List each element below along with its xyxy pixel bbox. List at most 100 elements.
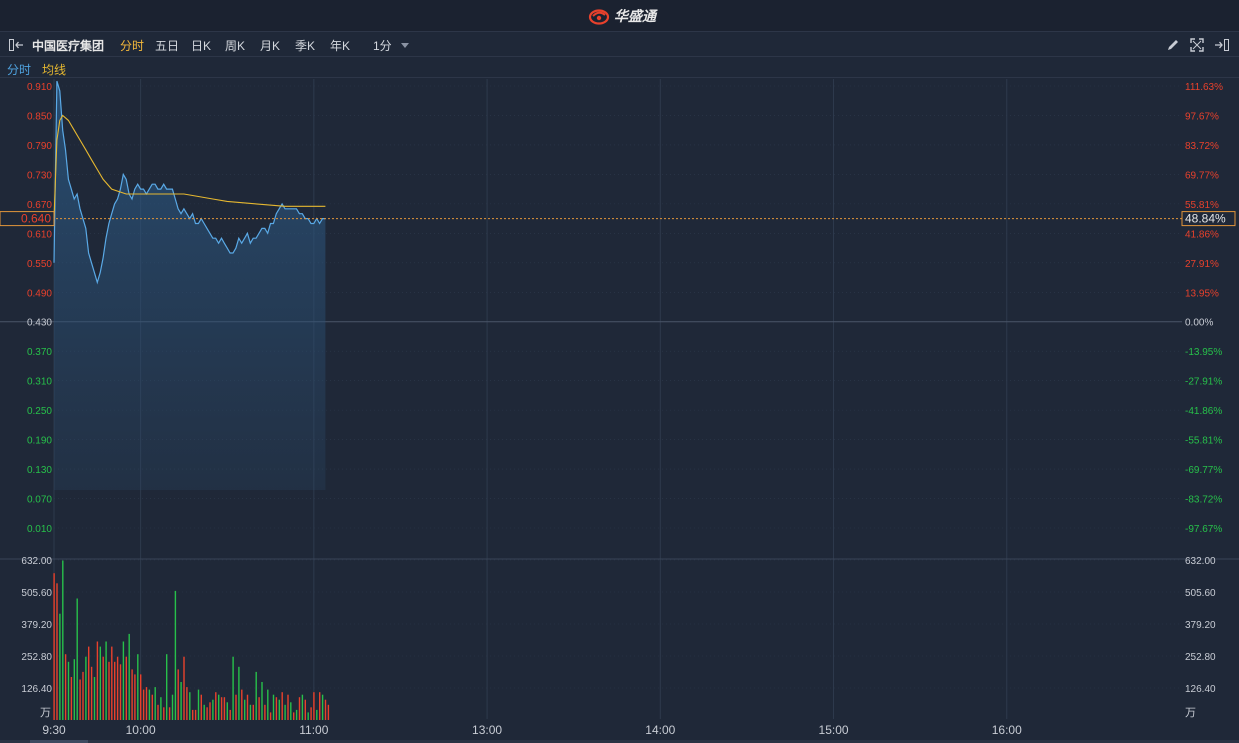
price-tick-label: 0.550	[27, 259, 52, 270]
volume-bar	[174, 590, 177, 720]
price-tick-label: 0.370	[27, 347, 52, 358]
volume-bar	[85, 656, 87, 720]
volume-bar	[249, 704, 252, 720]
volume-bar	[166, 654, 168, 720]
toolbar: 中国医疗集团 分时 五日 日K 周K 月K 季K 年K 1分	[0, 33, 1239, 57]
pct-tick-label: 83.72%	[1185, 141, 1219, 152]
collapse-left-icon[interactable]	[9, 39, 25, 51]
price-tick-label: 0.610	[27, 229, 52, 240]
volume-tick-label: 126.40	[21, 684, 52, 695]
volume-bar	[125, 656, 127, 720]
volume-bar	[203, 704, 205, 720]
tab-weekly-k[interactable]: 周K	[225, 39, 246, 53]
scroll-thumb[interactable]	[30, 740, 88, 743]
time-scrollbar[interactable]	[0, 740, 1239, 743]
tab-quarterly-k[interactable]: 季K	[295, 39, 316, 53]
time-tick-label: 15:00	[819, 723, 849, 737]
volume-tick-label: 379.20	[21, 620, 52, 631]
caret-down-icon[interactable]	[401, 43, 409, 48]
pencil-icon[interactable]	[1166, 38, 1180, 52]
volume-bar	[301, 694, 304, 720]
volume-bar	[93, 677, 96, 720]
volume-bar	[131, 669, 133, 720]
volume-bar	[76, 598, 78, 720]
volume-bar	[163, 707, 165, 720]
volume-bar	[116, 656, 119, 720]
volume-bar	[278, 699, 280, 720]
volume-bar	[73, 659, 75, 720]
tab-daily-k[interactable]: 日K	[191, 39, 212, 53]
volume-bar	[105, 641, 107, 720]
time-tick-label: 13:00	[472, 723, 502, 737]
volume-bar	[189, 692, 191, 720]
last-price-label: 0.640	[21, 212, 51, 226]
tab-yearly-k[interactable]: 年K	[330, 39, 351, 53]
collapse-right-icon[interactable]	[1213, 39, 1229, 51]
volume-bar	[62, 560, 64, 720]
pct-tick-label: 97.67%	[1185, 111, 1219, 122]
volume-bar	[111, 646, 113, 720]
volume-bar	[246, 694, 249, 720]
volume-bar	[313, 692, 315, 720]
volume-bar	[137, 654, 139, 720]
volume-tick-label: 252.80	[1185, 652, 1216, 663]
swirl-logo-icon	[588, 9, 610, 25]
volume-bar	[252, 704, 254, 720]
volume-bar	[128, 633, 130, 720]
volume-bar	[99, 646, 101, 720]
volume-bar	[269, 712, 272, 720]
time-tick-label: 14:00	[645, 723, 675, 737]
volume-bar	[220, 697, 223, 720]
volume-bar	[293, 712, 295, 720]
price-area	[54, 81, 326, 490]
price-tick-label: 0.430	[27, 318, 52, 329]
pct-tick-label: 13.95%	[1185, 288, 1219, 299]
tab-monthly-k[interactable]: 月K	[260, 39, 281, 53]
volume-bar	[232, 656, 234, 720]
pct-tick-label: 111.63%	[1185, 82, 1223, 93]
pct-tick-label: 27.91%	[1185, 259, 1219, 270]
time-tick-label: 11:00	[299, 723, 328, 737]
volume-bar	[212, 699, 214, 720]
volume-bar	[183, 656, 185, 720]
volume-bar	[321, 694, 324, 720]
tab-five-day[interactable]: 五日	[155, 39, 180, 53]
volume-bar	[319, 692, 321, 720]
volume-bar	[304, 699, 306, 720]
volume-bar	[108, 661, 110, 720]
top-bar: 华盛通	[0, 0, 1239, 32]
tab-fenshi[interactable]: 分时	[120, 39, 145, 53]
expand-icon[interactable]	[1190, 38, 1204, 52]
time-tick-label: 16:00	[992, 723, 1022, 737]
volume-bar	[142, 689, 145, 720]
volume-tick-label: 632.00	[1185, 556, 1216, 567]
interval-select[interactable]: 1分	[373, 39, 392, 53]
legend-bar: 分时 均线	[0, 58, 1239, 78]
volume-bar	[215, 692, 217, 720]
volume-bar	[255, 671, 257, 720]
volume-bar	[287, 694, 289, 720]
volume-bar	[114, 661, 116, 720]
pct-tick-label: 55.81%	[1185, 200, 1219, 211]
legend-price-line[interactable]: 分时	[7, 63, 32, 77]
volume-bar	[177, 669, 179, 720]
pct-tick-label: 41.86%	[1185, 229, 1219, 240]
volume-bar	[168, 707, 171, 720]
volume-bar	[119, 664, 122, 720]
legend-avg-line[interactable]: 均线	[42, 63, 67, 77]
volume-bar	[324, 699, 327, 720]
volume-bar	[258, 697, 260, 720]
pct-tick-label: -83.72%	[1185, 495, 1222, 506]
volume-bar	[290, 702, 292, 720]
price-tick-label: 0.910	[27, 82, 52, 93]
volume-bar	[327, 704, 330, 720]
volume-bar	[145, 687, 148, 720]
pct-tick-label: -41.86%	[1185, 406, 1222, 417]
price-tick-label: 0.730	[27, 170, 52, 181]
volume-bar	[209, 702, 211, 720]
volume-bar	[194, 709, 197, 720]
price-tick-label: 0.190	[27, 436, 52, 447]
volume-bar	[197, 689, 200, 720]
volume-bar	[96, 641, 99, 720]
